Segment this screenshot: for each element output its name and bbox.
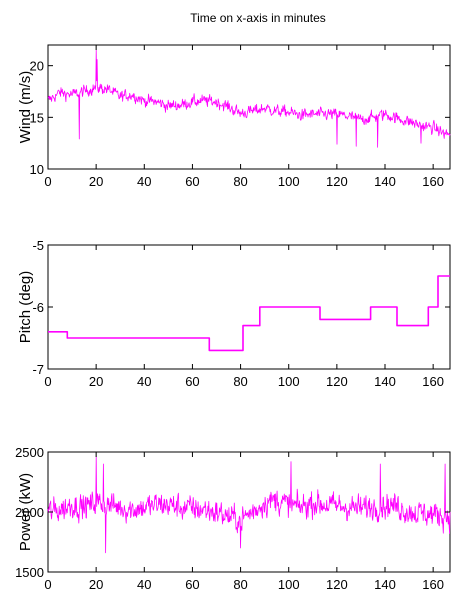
- wind-x-tick-label: 140: [374, 174, 396, 189]
- pitch-x-tick-label: 120: [326, 374, 348, 389]
- wind-y-tick-label: 15: [30, 110, 44, 125]
- power-series-line: [47, 456, 451, 554]
- wind-x-tick-label: 0: [44, 174, 51, 189]
- power-y-axis-label: Power (kW): [17, 473, 34, 551]
- power-x-tick-label: 120: [326, 577, 348, 592]
- pitch-y-axis-label: Pitch (deg): [17, 271, 34, 344]
- pitch-y-tick-label: -6: [32, 300, 44, 315]
- pitch-x-tick-label: 20: [89, 374, 103, 389]
- wind-x-tick-label: 120: [326, 174, 348, 189]
- power-x-tick-label: 0: [44, 577, 51, 592]
- wind-x-tick-label: 20: [89, 174, 103, 189]
- power-x-tick-label: 20: [89, 577, 103, 592]
- wind-x-tick-label: 160: [422, 174, 444, 189]
- wind-series-line: [47, 49, 451, 148]
- power-data-layer: [47, 456, 451, 554]
- power-panel: 0 20 40 60 80 100 120 140 160 1500 2000 2500 Power …: [15, 445, 451, 592]
- power-y-tick-label: 1500: [15, 565, 44, 580]
- wind-data-layer: [47, 49, 451, 148]
- pitch-x-tick-label: 140: [374, 374, 396, 389]
- figure-title: Time on x-axis in minutes: [190, 11, 326, 25]
- wind-y-axis-label: Wind (m/s): [17, 71, 34, 144]
- power-x-tick-label: 40: [137, 577, 151, 592]
- power-x-tick-label: 100: [278, 577, 300, 592]
- power-x-tick-label: 140: [374, 577, 396, 592]
- wind-ticks: 0 20 40 60 80 100 120 140 160 10 15 20: [30, 45, 450, 189]
- power-x-tick-label: 80: [233, 577, 247, 592]
- pitch-panel: 0 20 40 60 80 100 120 140 160 -7 -6 -5 Pitch (deg): [17, 238, 451, 389]
- pitch-ticks: 0 20 40 60 80 100 120 140 160 -7 -6 -5: [32, 238, 450, 389]
- pitch-series-line: [48, 275, 450, 352]
- wind-y-tick-label: 20: [30, 59, 44, 74]
- pitch-y-tick-label: -5: [32, 238, 44, 253]
- power-ticks: 0 20 40 60 80 100 120 140 160 1500 2000 2500: [15, 445, 450, 592]
- power-y-tick-label: 2000: [15, 505, 44, 520]
- wind-x-tick-label: 40: [137, 174, 151, 189]
- pitch-x-tick-label: 80: [233, 374, 247, 389]
- wind-x-tick-label: 60: [185, 174, 199, 189]
- pitch-data-layer: [48, 275, 450, 352]
- wind-x-tick-label: 100: [278, 174, 300, 189]
- pitch-x-tick-label: 60: [185, 374, 199, 389]
- wind-panel: 0 20 40 60 80 100 120 140 160 10 15 20 Wind (m/s): [17, 44, 451, 189]
- pitch-x-tick-label: 160: [422, 374, 444, 389]
- wind-x-tick-label: 80: [233, 174, 247, 189]
- pitch-y-tick-label: -7: [32, 362, 44, 377]
- power-x-tick-label: 160: [422, 577, 444, 592]
- pitch-x-tick-label: 40: [137, 374, 151, 389]
- pitch-x-tick-label: 0: [44, 374, 51, 389]
- wind-y-tick-label: 10: [30, 162, 44, 177]
- pitch-x-tick-label: 100: [278, 374, 300, 389]
- power-x-tick-label: 60: [185, 577, 199, 592]
- power-y-tick-label: 2500: [15, 445, 44, 460]
